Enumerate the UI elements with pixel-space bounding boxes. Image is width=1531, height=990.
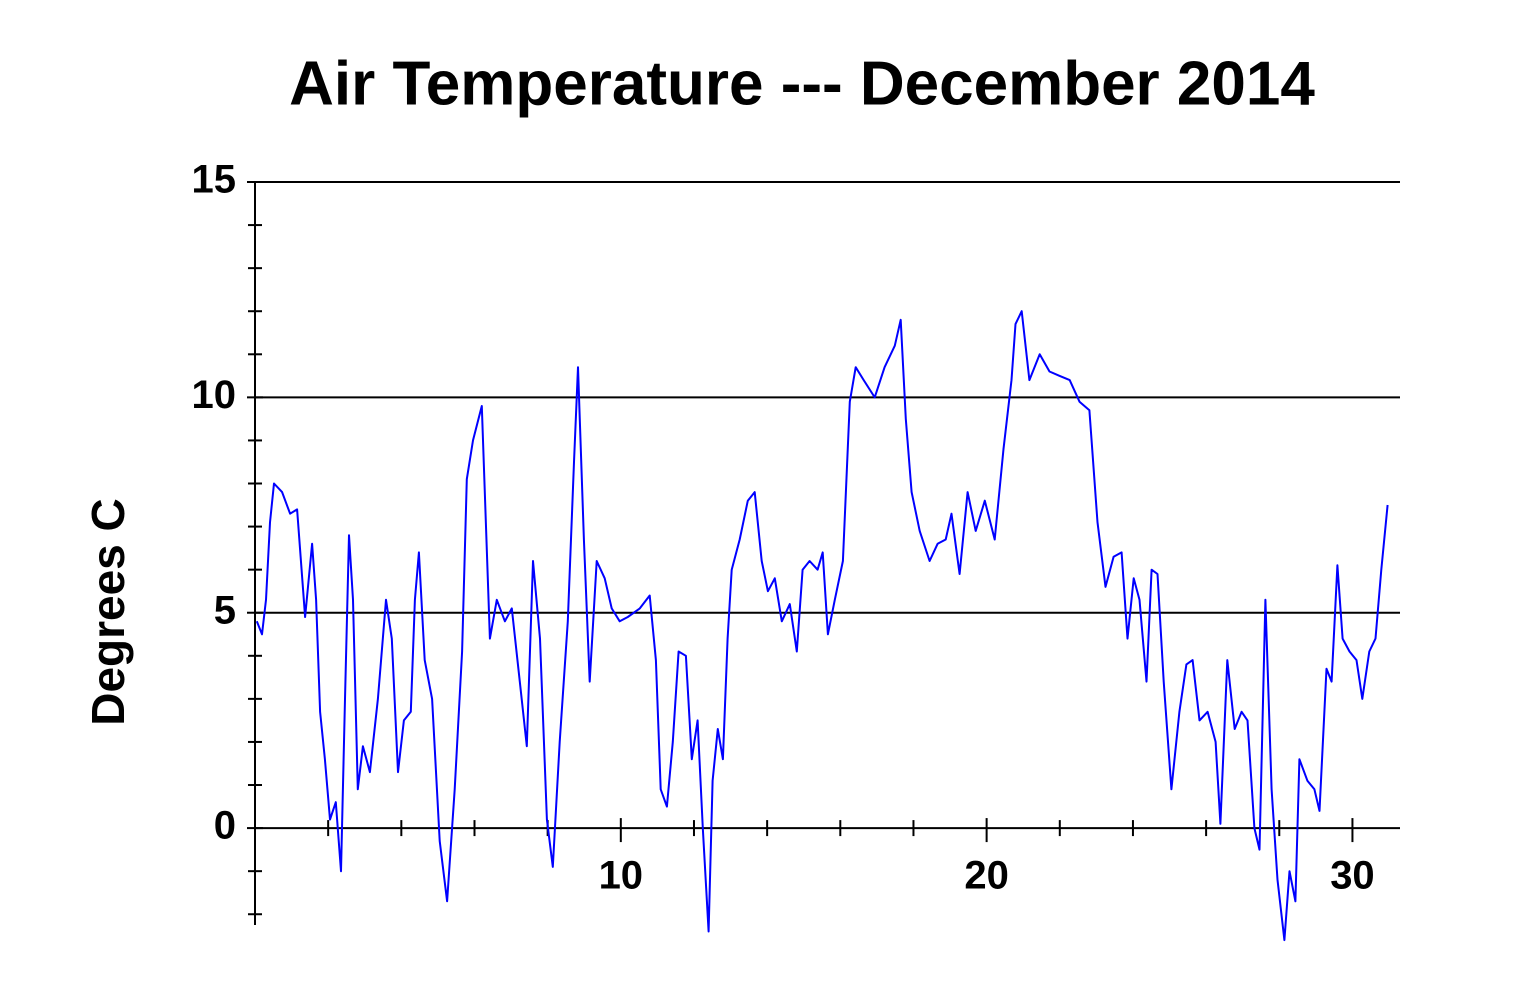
temperature-line [255,310,1389,942]
x-tick-label: 20 [964,854,1009,898]
x-tick-label: 10 [599,854,644,898]
y-tick-label: 5 [214,588,236,632]
y-tick-label: 15 [192,158,237,202]
y-axis-label: Degrees C [82,498,134,726]
y-tick-label: 10 [192,373,237,417]
x-tick-label: 30 [1330,854,1375,898]
y-tick-label: 0 [214,804,236,848]
chart-title: Air Temperature --- December 2014 [289,49,1315,118]
